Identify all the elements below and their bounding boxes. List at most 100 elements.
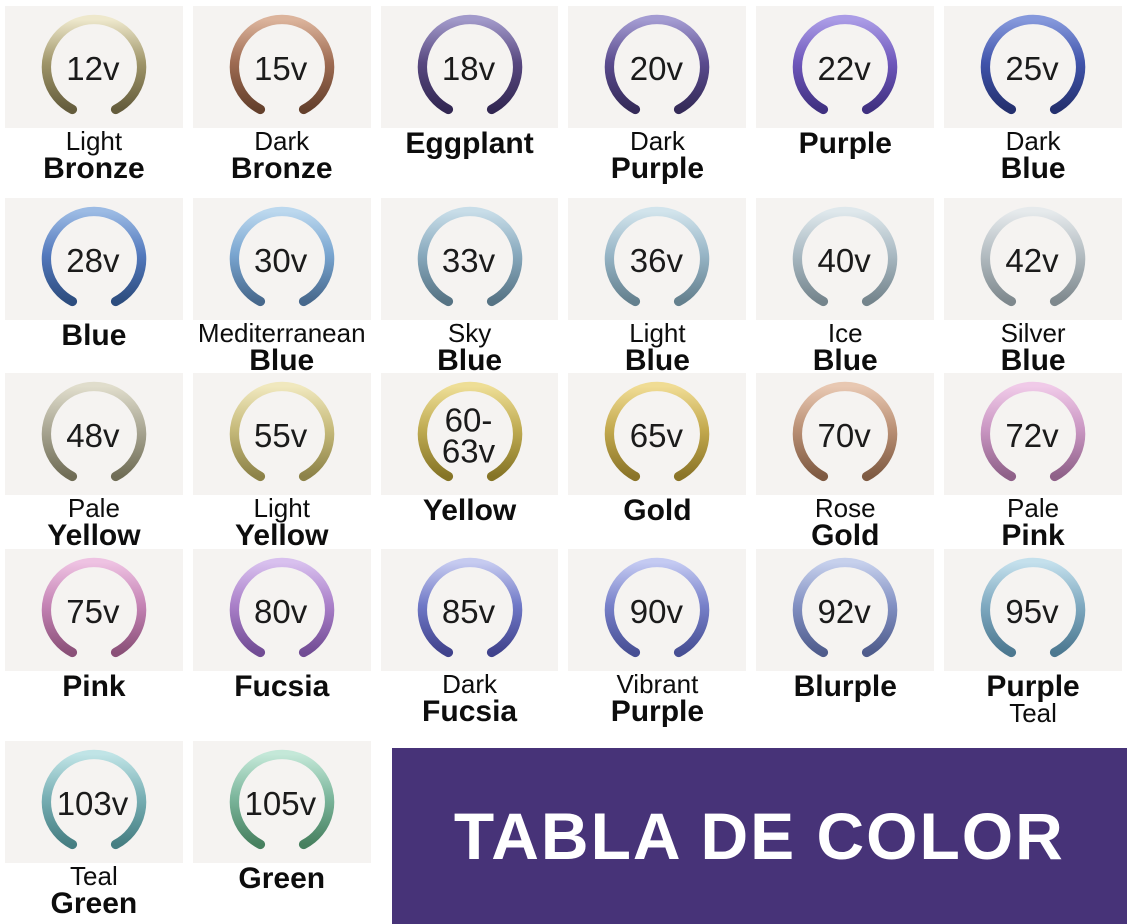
color-name-line: Bronze [230,152,333,186]
color-name-line: Blue [61,319,127,352]
ring-color-name: Purple Teal [986,670,1080,727]
color-name-line: Teal [70,861,118,891]
voltage-text-line: 33v [441,242,496,280]
ring-photo-42v: 42v [944,198,1122,320]
color-name-line: Silver [1000,318,1066,348]
color-name-line: Rose [814,493,876,523]
ring-photo-72v: 72v [944,373,1122,495]
voltage-text-line: 25v [1005,50,1059,88]
captive-ring-icon-25v [980,14,1086,115]
color-name-line: Blue [1000,344,1066,378]
ring-voltage-label: 75v [66,595,119,628]
voltage-text-line: 60- [444,402,493,440]
color-name-line: Dark [442,669,498,699]
ring-cell-55v: 55v Light Yellow [188,367,376,551]
color-name-line: Ice [827,318,863,348]
color-name-line: Dark [254,126,310,156]
captive-ring-icon-80v [229,557,334,658]
voltage-text-line: 90v [629,593,683,631]
ring-cell-90v: 90v Vibrant Purple [563,543,751,735]
captive-ring-icon-103v [41,749,147,850]
ring-cell-22v: 22v Purple [751,0,939,192]
captive-ring-icon-75v [41,557,147,658]
ring-cell-42v: 42v Silver Blue [939,192,1127,376]
color-name-line: Blue [1000,152,1066,186]
color-name-line: Purple [610,152,705,186]
color-name-line: Light [65,126,123,156]
ring-color-name: Vibrant Purple [610,671,705,729]
ring-color-name: Light Yellow [235,495,329,553]
ring-voltage-label: 33v [441,242,496,280]
voltage-text-line: 72v [1005,417,1059,455]
color-name-line: Purple [798,127,892,160]
ring-voltage-label: 92v [817,593,871,631]
ring-cell-36v: 36v Light Blue [563,192,751,376]
ring-voltage-label: 30v [254,244,307,277]
ring-photo-20v: 20v [568,6,747,128]
ring-voltage-label: 15v [254,50,308,88]
ring-cell-20v: 20v Dark Purple [563,0,751,192]
voltage-text-line: 15v [254,50,308,88]
captive-ring-icon-72v [980,381,1086,482]
voltage-text-line: 18v [441,50,496,88]
color-name-line: Pale [1007,493,1060,523]
ring-color-name: Green [238,863,325,893]
voltage-text-line: 105v [244,785,317,823]
captive-ring-icon-70v [792,381,898,482]
ring-voltage-label: 18v [441,50,496,88]
color-name-line: Yellow [422,494,517,527]
captive-ring-icon-30v [229,206,334,307]
voltage-text-line: 22v [817,50,871,88]
captive-ring-icon-60-63v [417,381,522,482]
ring-cell-48v: 48v Pale Yellow [0,367,188,551]
color-name-line: Gold [811,519,880,553]
color-name-line: Purple [986,670,1080,703]
captive-ring-icon-18v [417,14,522,115]
ring-color-name: Ice Blue [812,318,878,378]
captive-ring-icon-20v [605,14,710,115]
ring-cell-15v: 15v Dark Bronze [188,0,376,192]
ring-color-name: Blue [61,319,127,352]
ring-color-name: Dark Purple [610,128,705,186]
ring-voltage-label: 28v [66,244,119,277]
voltage-text-line: 63v [441,432,496,470]
ring-color-name: Pale Yellow [47,495,140,551]
color-name-line: Dark [1005,126,1061,156]
color-name-line: Sky [447,318,492,348]
ring-voltage-label: 65v [630,419,683,452]
ring-cell-25v: 25v Dark Blue [939,0,1127,192]
voltage-text-line: 42v [1005,242,1059,280]
captive-ring-icon-65v [605,381,710,482]
captive-ring-icon-42v [980,206,1086,307]
color-name-line: Yellow [235,519,329,553]
captive-ring-icon-12v [41,14,147,115]
captive-ring-icon-28v [41,206,147,307]
ring-color-name: Pale Pink [1001,493,1064,551]
ring-voltage-label: 90v [629,593,683,631]
ring-cell-70v: 70v Rose Gold [751,367,939,551]
color-name-line: Fucsia [422,695,518,729]
voltage-text-line: 85v [441,593,496,631]
ring-color-name: Dark Blue [1000,126,1066,186]
ring-color-name: Dark Bronze [230,126,333,186]
ring-voltage-label: 48v [66,419,119,452]
ring-voltage-label: 80v [254,595,307,628]
ring-color-name: Sky Blue [437,318,502,376]
ring-photo-55v: 55v [192,373,371,495]
ring-color-name: Eggplant [405,128,533,158]
ring-voltage-label: 40v [818,244,871,277]
color-name-line: Blue [812,344,878,378]
captive-ring-icon-92v [792,557,898,658]
ring-color-name: Light Bronze [43,126,145,184]
ring-photo-18v: 18v [380,6,559,128]
voltage-text-line: 92v [817,593,871,631]
ring-voltage-label: 105v [244,785,317,823]
ring-cell-65v: 65v Gold [563,367,751,543]
color-name-line: Purple [610,695,705,729]
voltage-text-line: 20v [629,50,683,88]
ring-cell-72v: 72v Pale Pink [939,367,1127,551]
ring-color-name: Light Blue [625,320,690,376]
voltage-text-line: 36v [629,242,683,280]
ring-color-name: Silver Blue [1000,318,1066,378]
ring-voltage-label: 70v [818,419,871,452]
